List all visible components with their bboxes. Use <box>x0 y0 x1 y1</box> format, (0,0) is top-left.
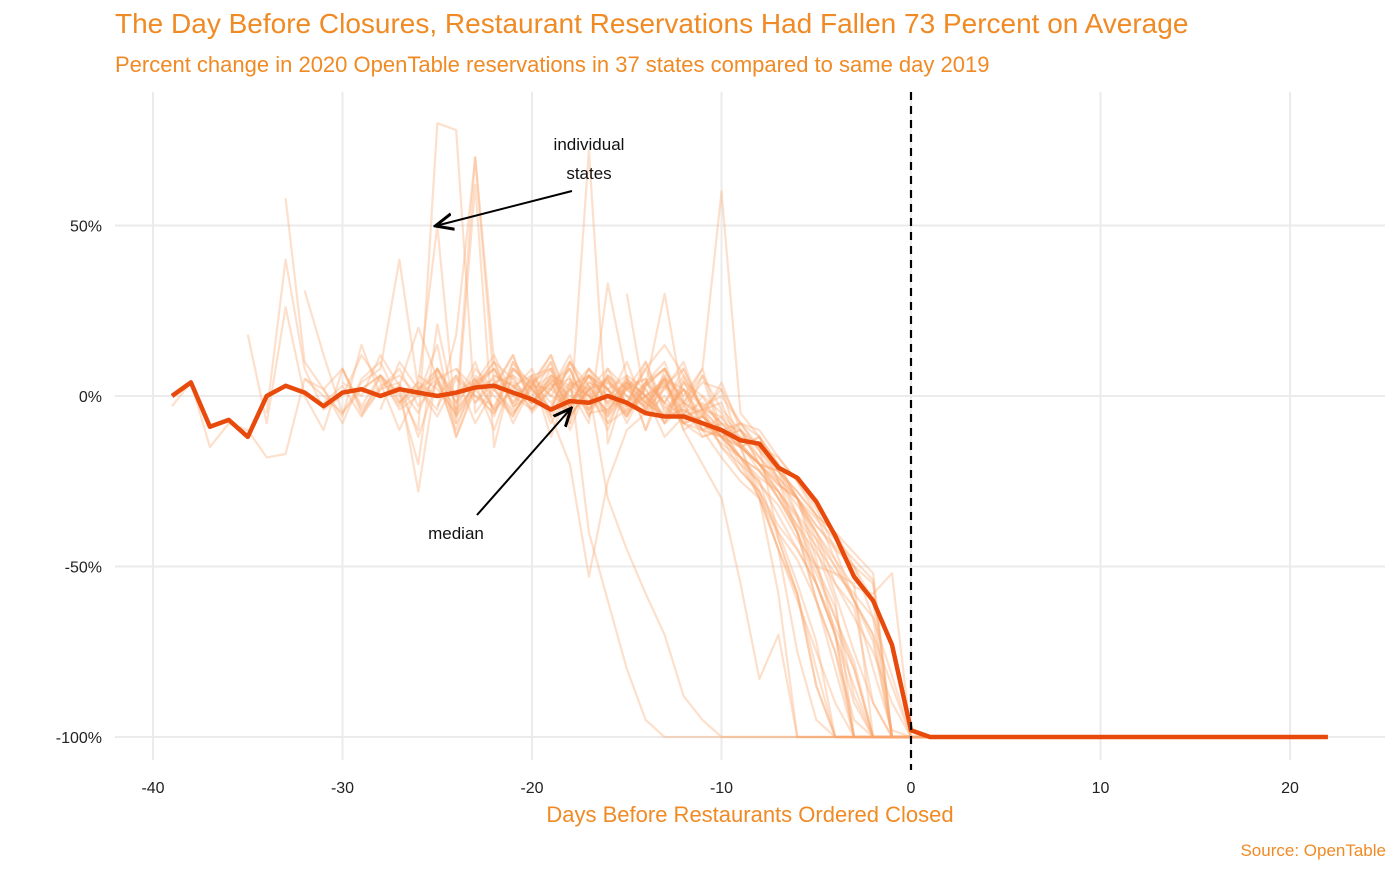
state-line <box>322 156 1328 739</box>
state-line <box>550 374 1328 739</box>
x-tick-label: -10 <box>710 780 733 797</box>
state-line <box>379 360 1328 739</box>
annotation-individual-states-line1: individual <box>554 135 625 154</box>
annotation-median: median <box>428 524 484 543</box>
chart-subtitle: Percent change in 2020 OpenTable reserva… <box>115 52 990 77</box>
chart-title: The Day Before Closures, Restaurant Rese… <box>115 8 1189 39</box>
x-tick-label: -40 <box>141 780 164 797</box>
gridlines <box>115 92 1385 760</box>
median-line <box>170 380 1328 740</box>
state-line <box>625 293 1328 739</box>
state-line <box>531 367 1328 739</box>
x-tick-label: -20 <box>520 780 543 797</box>
state-line <box>550 367 1328 739</box>
y-tick-label: 50% <box>70 219 102 236</box>
state-line <box>417 343 1328 739</box>
y-tick-label: 0% <box>79 389 102 406</box>
x-tick-label: -30 <box>331 780 354 797</box>
source-caption: Source: OpenTable <box>1240 841 1386 860</box>
y-tick-label: -100% <box>56 730 102 747</box>
median-line-group <box>170 380 1328 740</box>
axis-ticks: -40 -30 -20 -10 0 10 20 50% 0% -50% -100% <box>56 219 1299 798</box>
state-line <box>398 292 1328 739</box>
state-line <box>322 183 1328 739</box>
state-line <box>512 374 1328 739</box>
x-tick-label: 20 <box>1281 780 1299 797</box>
state-lines <box>171 122 1328 739</box>
x-axis-label: Days Before Restaurants Ordered Closed <box>546 802 954 827</box>
annotation-arrow <box>437 190 573 226</box>
x-tick-label: 0 <box>907 780 916 797</box>
x-tick-label: 10 <box>1092 780 1110 797</box>
state-line <box>531 374 1328 739</box>
annotations: individual states median <box>428 135 624 543</box>
annotation-individual-states-line2: states <box>566 164 611 183</box>
annotation-arrow <box>476 410 570 516</box>
y-tick-label: -50% <box>65 560 102 577</box>
